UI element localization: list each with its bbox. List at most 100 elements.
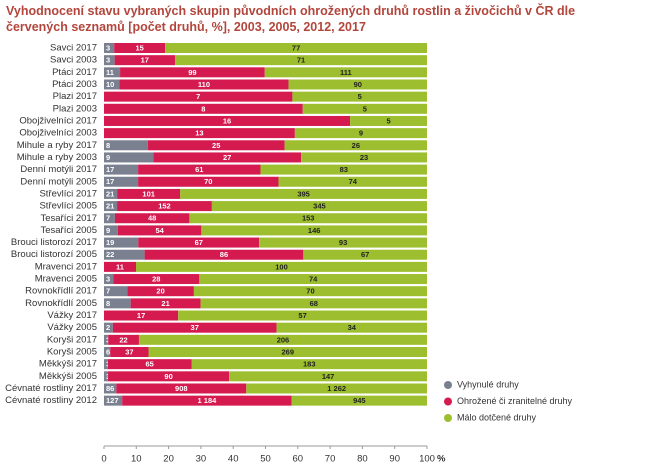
x-tick-label: 60	[293, 454, 304, 465]
bar-segment	[108, 371, 230, 382]
value-label: 19	[106, 238, 114, 247]
value-label: 10	[106, 80, 114, 89]
value-label: 20	[156, 287, 164, 296]
bar-segment	[104, 310, 179, 321]
value-label: 57	[298, 311, 306, 320]
value-label: 17	[141, 56, 149, 65]
bar-segment	[117, 188, 181, 199]
category-label: Mravenci 2017	[35, 261, 97, 272]
value-label: 9	[106, 226, 110, 235]
value-label: 345	[313, 202, 326, 211]
legend-marker	[444, 381, 452, 389]
value-label: 21	[106, 202, 114, 211]
value-label: 2	[106, 323, 110, 332]
bar-segment	[112, 322, 277, 333]
value-label: 86	[220, 250, 228, 259]
value-label: 9	[359, 129, 363, 138]
bar-segment	[193, 286, 427, 297]
bar-segment	[104, 347, 111, 357]
value-label: 27	[223, 153, 231, 162]
legend-marker	[444, 414, 452, 422]
bar-segment	[110, 347, 149, 357]
category-label: Denní motýli 2017	[20, 164, 97, 175]
bar-segment	[292, 91, 427, 102]
bar-segment	[276, 322, 427, 333]
value-label: 6	[106, 347, 110, 356]
value-label: 48	[148, 214, 156, 223]
value-label: 1 184	[198, 396, 218, 405]
value-label: 25	[212, 141, 220, 150]
bar-segment	[104, 249, 145, 260]
value-label: 110	[198, 80, 210, 89]
category-label: Denní motýli 2005	[20, 176, 97, 187]
bar-segment	[246, 383, 427, 394]
bar-segment	[104, 115, 351, 126]
value-label: 908	[175, 384, 188, 393]
value-label: 99	[188, 68, 196, 77]
value-label: 21	[161, 299, 169, 308]
category-label: Ptáci 2017	[52, 67, 97, 78]
value-label: 70	[306, 287, 314, 296]
category-label: Střevlíci 2017	[39, 188, 97, 199]
bar-segment	[165, 43, 427, 53]
value-label: 9	[106, 153, 110, 162]
bar-segment	[148, 347, 427, 357]
bar-segment	[260, 164, 427, 175]
bar-segment	[113, 274, 200, 285]
bar-segment	[104, 322, 113, 333]
category-label: Vážky 2005	[47, 322, 97, 333]
category-label: Brouci listorozí 2005	[11, 249, 97, 260]
bar-segment	[284, 140, 427, 151]
bar-segment	[138, 176, 279, 187]
category-label: Ptáci 2003	[52, 79, 97, 90]
bar-segment	[104, 225, 118, 236]
value-label: 3	[106, 56, 110, 65]
category-label: Měkkýši 2017	[39, 359, 97, 370]
bar-segment	[104, 371, 109, 382]
value-label: 3	[106, 275, 110, 284]
value-label: 23	[360, 153, 368, 162]
bar-segment	[104, 91, 293, 102]
bar-segment	[120, 67, 265, 78]
value-label: 945	[353, 396, 366, 405]
bar-segment	[229, 371, 427, 382]
category-label: Tesaříci 2005	[40, 225, 97, 236]
bar-segment	[104, 128, 295, 139]
value-label: 83	[340, 165, 348, 174]
value-label: 74	[309, 275, 318, 284]
value-label: 68	[310, 299, 318, 308]
value-label: 86	[106, 384, 114, 393]
value-label: 70	[204, 177, 212, 186]
category-label: Obojživelníci 2017	[19, 115, 97, 126]
x-tick-label: 80	[357, 454, 368, 465]
bar-segment	[144, 249, 304, 260]
bar-segment	[104, 176, 139, 187]
legend-label: Ohrožené či zranitelné druhy	[457, 396, 573, 406]
value-label: 3	[106, 43, 110, 52]
category-label: Střevlíci 2005	[39, 201, 97, 212]
x-axis-unit: %	[437, 454, 446, 465]
bar-segment	[302, 103, 427, 114]
bar-segment	[278, 176, 427, 187]
legend-label: Vyhynulé druhy	[457, 379, 519, 389]
x-tick-label: 70	[325, 454, 336, 465]
category-label: Rovnokřídlí 2017	[25, 286, 97, 297]
value-label: 65	[146, 360, 154, 369]
value-label: 147	[322, 372, 335, 381]
bar-segment	[104, 103, 303, 114]
bar-segment	[114, 43, 166, 53]
bar-segment	[178, 310, 427, 321]
value-label: 8	[106, 141, 110, 150]
value-label: 11	[116, 262, 124, 271]
value-label: 127	[106, 396, 119, 405]
bar-segment	[303, 249, 427, 260]
bar-segment	[191, 359, 427, 370]
legend-marker	[444, 397, 452, 406]
value-label: 17	[137, 311, 145, 320]
value-label: 16	[223, 116, 231, 125]
x-tick-label: 30	[196, 454, 207, 465]
bar-segment	[122, 395, 292, 406]
category-label: Plazi 2003	[53, 103, 97, 114]
